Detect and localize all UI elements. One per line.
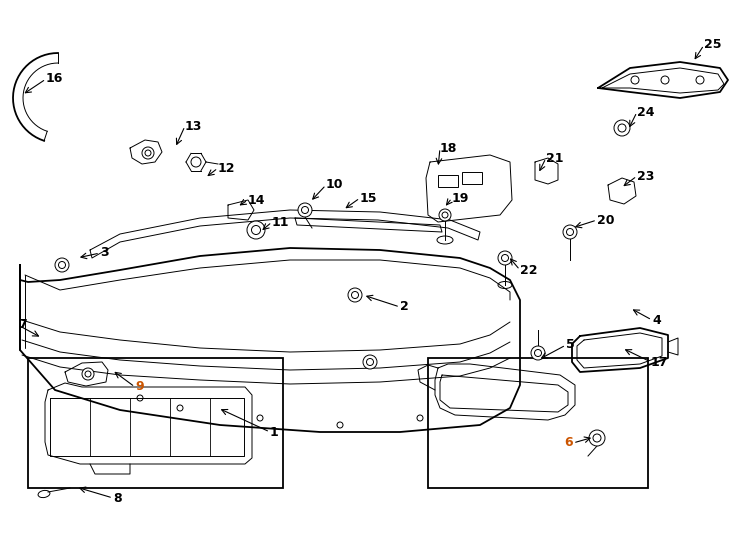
Text: 8: 8 bbox=[113, 491, 122, 504]
Text: 24: 24 bbox=[637, 105, 655, 118]
Circle shape bbox=[439, 209, 451, 221]
Circle shape bbox=[247, 221, 265, 239]
Circle shape bbox=[142, 147, 154, 159]
Text: 1: 1 bbox=[270, 426, 279, 438]
Text: 4: 4 bbox=[652, 314, 661, 327]
Bar bbox=[428, 358, 648, 488]
Circle shape bbox=[563, 225, 577, 239]
Text: 18: 18 bbox=[440, 141, 457, 154]
Text: 13: 13 bbox=[185, 119, 203, 132]
Text: 9: 9 bbox=[135, 381, 144, 394]
Text: 15: 15 bbox=[360, 192, 377, 205]
Circle shape bbox=[348, 288, 362, 302]
Text: 22: 22 bbox=[520, 264, 537, 276]
Bar bbox=[28, 358, 283, 488]
Text: 14: 14 bbox=[248, 193, 266, 206]
Text: 25: 25 bbox=[704, 38, 722, 51]
Text: 5: 5 bbox=[566, 339, 575, 352]
Circle shape bbox=[363, 355, 377, 369]
Text: 19: 19 bbox=[452, 192, 469, 205]
Circle shape bbox=[55, 258, 69, 272]
Text: 11: 11 bbox=[272, 215, 289, 228]
Text: 10: 10 bbox=[326, 179, 344, 192]
Text: 2: 2 bbox=[400, 300, 409, 314]
Circle shape bbox=[498, 251, 512, 265]
Text: 6: 6 bbox=[564, 436, 573, 449]
Text: 3: 3 bbox=[100, 246, 109, 260]
Text: 16: 16 bbox=[46, 72, 63, 85]
Circle shape bbox=[82, 368, 94, 380]
Text: 12: 12 bbox=[218, 161, 236, 174]
Bar bbox=[438, 175, 458, 187]
Circle shape bbox=[531, 346, 545, 360]
Circle shape bbox=[298, 203, 312, 217]
Text: 17: 17 bbox=[651, 355, 669, 368]
Bar bbox=[462, 172, 482, 184]
Text: 20: 20 bbox=[597, 213, 614, 226]
Circle shape bbox=[589, 430, 605, 446]
Text: 23: 23 bbox=[637, 170, 655, 183]
Text: 21: 21 bbox=[546, 152, 564, 165]
Circle shape bbox=[614, 120, 630, 136]
Text: 7: 7 bbox=[18, 319, 26, 332]
